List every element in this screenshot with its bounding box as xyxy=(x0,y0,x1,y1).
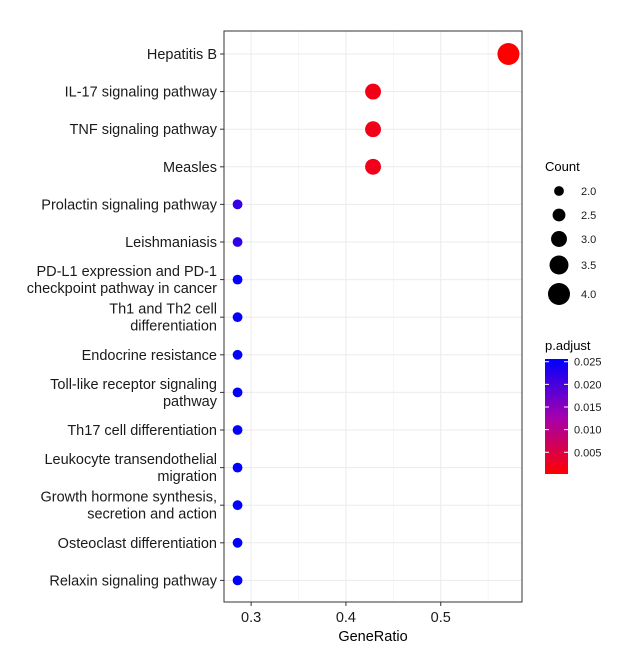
count-legend-label: 2.0 xyxy=(581,186,596,198)
p-adjust-legend-label: 0.025 xyxy=(574,357,602,369)
y-tick-label: Leukocyte transendothelial xyxy=(44,452,217,468)
y-tick-label: secretion and action xyxy=(87,507,217,523)
y-tick-label: Measles xyxy=(163,160,217,176)
y-tick-label: checkpoint pathway in cancer xyxy=(27,281,217,297)
count-legend-key xyxy=(548,283,570,305)
data-point xyxy=(232,537,243,548)
count-legend-label: 2.5 xyxy=(581,210,596,222)
data-point xyxy=(497,43,520,65)
y-tick-label: migration xyxy=(157,469,217,485)
x-tick-label: 0.5 xyxy=(431,610,451,626)
p-adjust-legend: p.adjust 0.025 0.020 0.015 0.010 0.005 xyxy=(545,338,602,474)
data-point xyxy=(232,425,243,435)
x-axis-title: GeneRatio xyxy=(338,629,407,645)
p-adjust-legend-label: 0.020 xyxy=(574,379,602,391)
count-legend-title: Count xyxy=(545,159,580,174)
p-adjust-legend-title: p.adjust xyxy=(545,338,591,353)
x-tick-label: 0.3 xyxy=(241,610,261,626)
x-tick-label: 0.4 xyxy=(336,610,356,626)
p-adjust-legend-label: 0.010 xyxy=(574,425,602,437)
data-point xyxy=(232,199,243,210)
data-point xyxy=(232,387,243,398)
count-legend-key xyxy=(552,208,566,222)
data-point xyxy=(365,121,381,138)
color-bar xyxy=(545,359,568,474)
y-tick-label: differentiation xyxy=(130,319,217,335)
y-tick-label: Prolactin signaling pathway xyxy=(41,197,217,213)
count-legend-key xyxy=(554,186,564,196)
y-tick-label: Leishmaniasis xyxy=(125,235,217,251)
data-point xyxy=(365,158,381,175)
y-tick-label: Hepatitis B xyxy=(147,47,217,63)
data-point xyxy=(232,312,243,323)
y-tick-label: Toll-like receptor signaling xyxy=(50,377,217,393)
panel-border xyxy=(223,30,523,603)
x-axis: 0.3 0.4 0.5 xyxy=(241,602,451,626)
count-legend-label: 3.0 xyxy=(581,234,596,246)
data-point xyxy=(232,237,243,247)
data-point xyxy=(232,349,243,360)
y-tick-label: Th17 cell differentiation xyxy=(67,423,217,439)
data-point xyxy=(365,83,381,100)
count-legend-key xyxy=(551,231,567,247)
y-tick-label: IL-17 signaling pathway xyxy=(65,85,218,101)
y-tick-label: Endocrine resistance xyxy=(82,348,217,364)
y-tick-label: Relaxin signaling pathway xyxy=(49,573,217,589)
y-tick-label: pathway xyxy=(163,394,218,410)
data-point xyxy=(232,500,243,511)
y-tick-label: TNF signaling pathway xyxy=(70,122,218,138)
count-legend-label: 4.0 xyxy=(581,289,596,301)
y-tick-label: Th1 and Th2 cell xyxy=(109,302,217,318)
y-axis-labels: Hepatitis B IL-17 signaling pathway TNF si… xyxy=(27,47,224,589)
y-tick-label: PD-L1 expression and PD-1 xyxy=(36,264,217,280)
plot-panel xyxy=(223,30,523,603)
y-tick-label: Growth hormone synthesis, xyxy=(41,490,218,506)
count-legend-key xyxy=(549,255,569,275)
data-point xyxy=(232,274,243,285)
data-point xyxy=(232,575,243,586)
p-adjust-legend-label: 0.005 xyxy=(574,447,602,459)
y-tick-label: Osteoclast differentiation xyxy=(58,536,217,552)
count-legend-label: 3.5 xyxy=(581,260,596,272)
p-adjust-legend-label: 0.015 xyxy=(574,402,602,414)
data-point xyxy=(232,462,243,473)
